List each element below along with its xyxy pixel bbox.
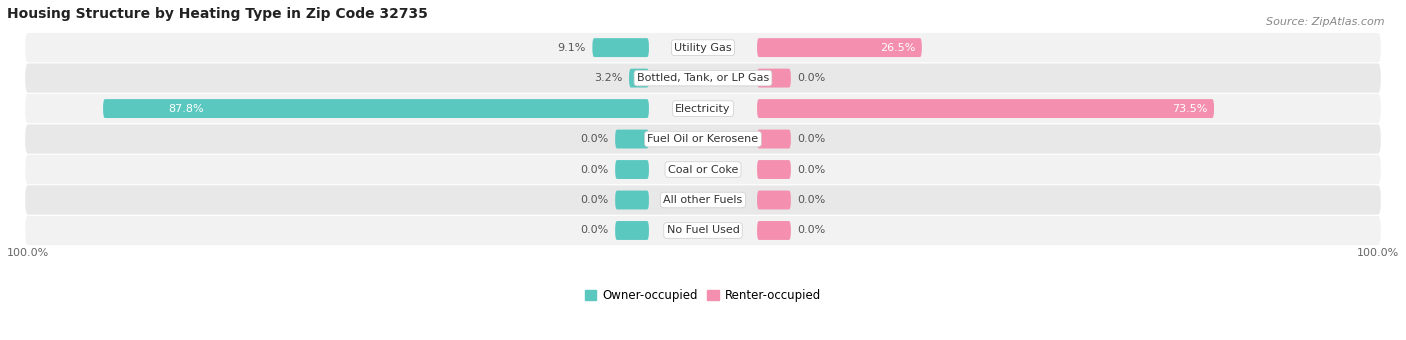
Text: Coal or Coke: Coal or Coke (668, 165, 738, 174)
Text: 87.8%: 87.8% (169, 104, 204, 114)
FancyBboxPatch shape (756, 130, 790, 149)
FancyBboxPatch shape (756, 99, 1213, 118)
FancyBboxPatch shape (616, 221, 650, 240)
Text: Housing Structure by Heating Type in Zip Code 32735: Housing Structure by Heating Type in Zip… (7, 7, 427, 21)
FancyBboxPatch shape (25, 216, 1381, 245)
Text: 0.0%: 0.0% (797, 73, 825, 83)
Text: 3.2%: 3.2% (593, 73, 623, 83)
FancyBboxPatch shape (25, 64, 1381, 93)
Text: Electricity: Electricity (675, 104, 731, 114)
Text: No Fuel Used: No Fuel Used (666, 225, 740, 236)
Text: 100.0%: 100.0% (1357, 248, 1399, 258)
Text: 0.0%: 0.0% (797, 195, 825, 205)
Text: 9.1%: 9.1% (557, 42, 586, 53)
Text: 0.0%: 0.0% (581, 195, 609, 205)
FancyBboxPatch shape (756, 69, 790, 87)
FancyBboxPatch shape (756, 38, 922, 57)
Text: 100.0%: 100.0% (7, 248, 49, 258)
FancyBboxPatch shape (25, 33, 1381, 62)
Text: Utility Gas: Utility Gas (675, 42, 731, 53)
Text: 0.0%: 0.0% (581, 134, 609, 144)
Text: Source: ZipAtlas.com: Source: ZipAtlas.com (1267, 17, 1385, 27)
Text: 0.0%: 0.0% (797, 225, 825, 236)
FancyBboxPatch shape (756, 190, 790, 209)
Text: Fuel Oil or Kerosene: Fuel Oil or Kerosene (647, 134, 759, 144)
Text: 0.0%: 0.0% (581, 165, 609, 174)
Text: 0.0%: 0.0% (797, 134, 825, 144)
FancyBboxPatch shape (616, 160, 650, 179)
FancyBboxPatch shape (25, 185, 1381, 215)
Text: 73.5%: 73.5% (1171, 104, 1208, 114)
FancyBboxPatch shape (592, 38, 650, 57)
FancyBboxPatch shape (25, 155, 1381, 184)
FancyBboxPatch shape (628, 69, 650, 87)
Text: 0.0%: 0.0% (797, 165, 825, 174)
FancyBboxPatch shape (103, 99, 650, 118)
FancyBboxPatch shape (756, 221, 790, 240)
Legend: Owner-occupied, Renter-occupied: Owner-occupied, Renter-occupied (579, 284, 827, 307)
Text: 0.0%: 0.0% (581, 225, 609, 236)
Text: 26.5%: 26.5% (880, 42, 915, 53)
Text: All other Fuels: All other Fuels (664, 195, 742, 205)
FancyBboxPatch shape (25, 94, 1381, 123)
FancyBboxPatch shape (616, 190, 650, 209)
Text: Bottled, Tank, or LP Gas: Bottled, Tank, or LP Gas (637, 73, 769, 83)
FancyBboxPatch shape (756, 160, 790, 179)
FancyBboxPatch shape (616, 130, 650, 149)
FancyBboxPatch shape (25, 124, 1381, 154)
